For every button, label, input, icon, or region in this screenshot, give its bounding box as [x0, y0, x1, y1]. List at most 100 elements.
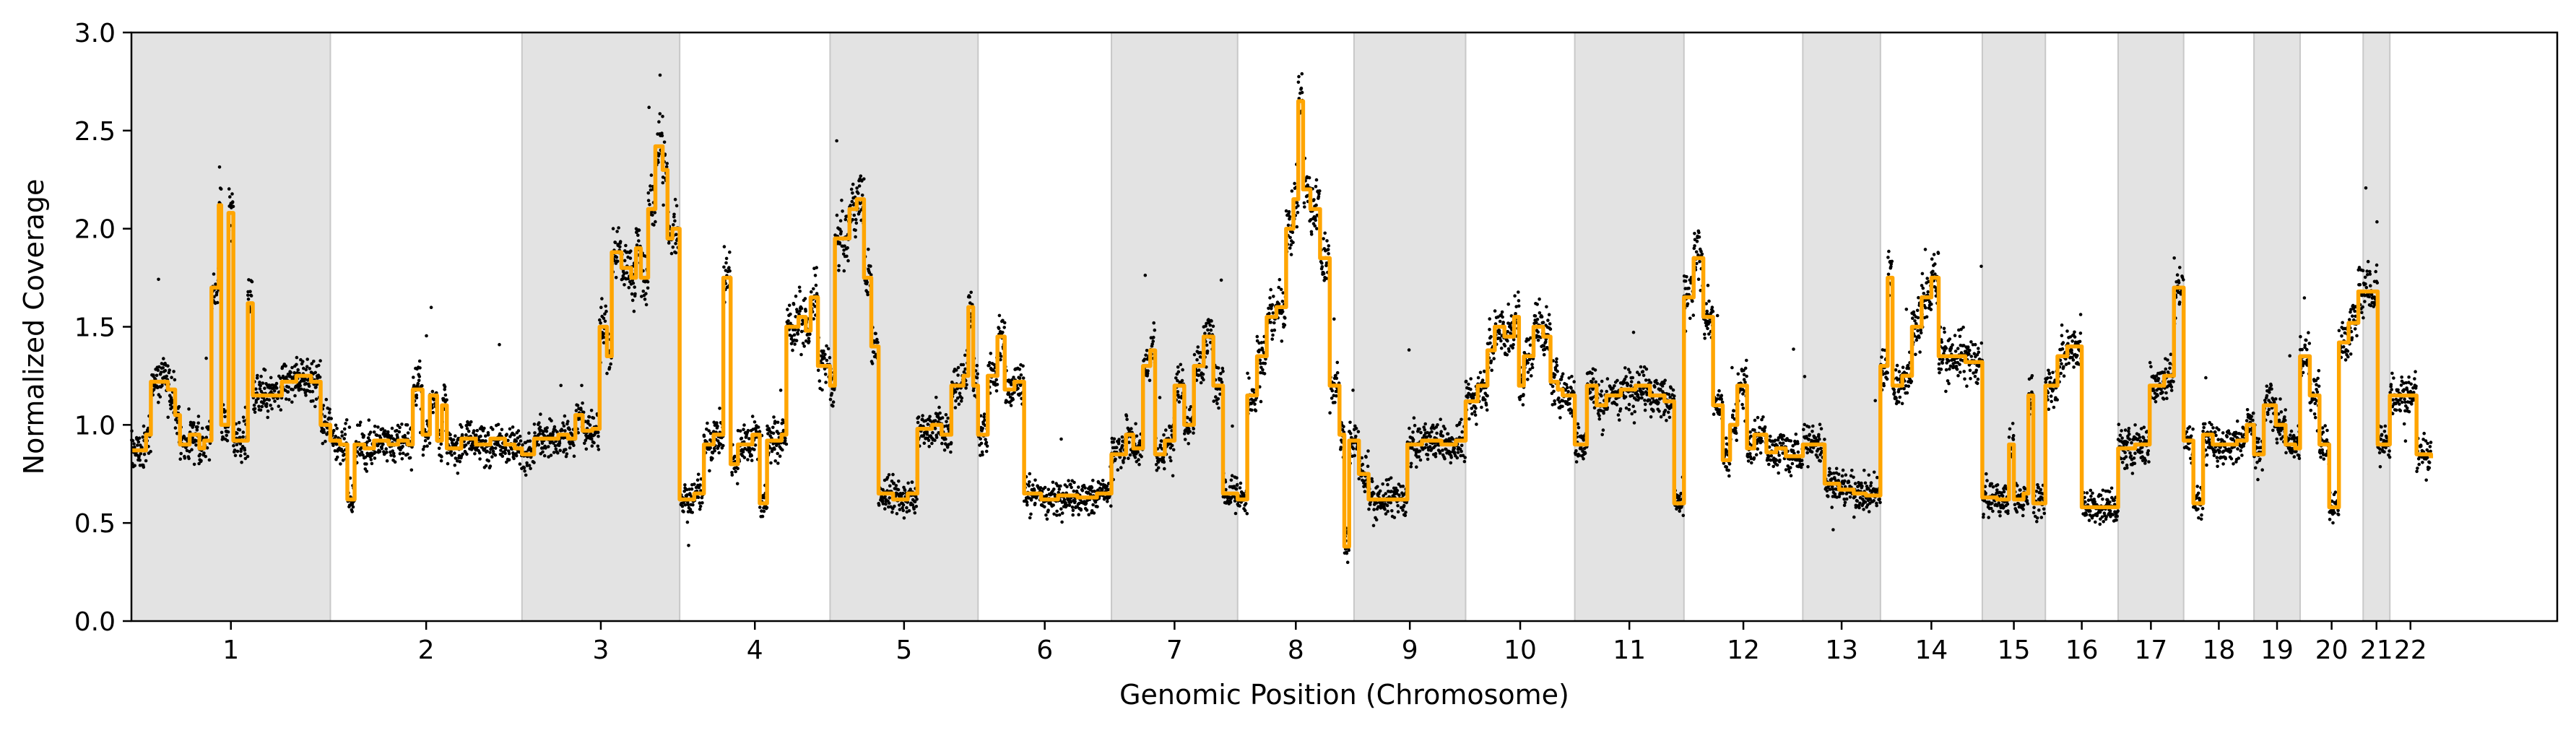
coverage-point [1097, 480, 1101, 485]
coverage-point [1016, 386, 1020, 391]
coverage-point [1092, 511, 1096, 515]
coverage-point [1332, 317, 1336, 321]
coverage-point [992, 368, 995, 372]
coverage-point [1568, 402, 1571, 406]
coverage-point [776, 451, 779, 456]
coverage-point [786, 308, 789, 311]
coverage-point [384, 447, 388, 451]
coverage-point [907, 509, 911, 513]
coverage-point [849, 204, 852, 207]
coverage-point [1618, 418, 1621, 422]
coverage-point [1339, 446, 1343, 449]
coverage-point [1623, 366, 1627, 370]
coverage-point [1314, 218, 1317, 222]
coverage-point [1219, 377, 1223, 381]
coverage-point [1382, 494, 1385, 498]
chromosome-band-13 [1802, 32, 1881, 622]
coverage-point [499, 448, 503, 452]
coverage-point [1460, 449, 1463, 454]
coverage-point [305, 357, 310, 361]
coverage-point [558, 441, 562, 445]
coverage-point [1514, 312, 1517, 316]
coverage-point [1303, 205, 1306, 209]
coverage-point [874, 331, 877, 336]
coverage-point [347, 425, 352, 429]
coverage-point [157, 400, 160, 404]
coverage-point [1348, 420, 1352, 425]
coverage-point [361, 453, 365, 457]
coverage-point [212, 272, 216, 276]
coverage-point [1262, 372, 1267, 376]
coverage-point [1208, 324, 1212, 327]
coverage-point [969, 290, 973, 295]
coverage-point [1050, 492, 1054, 496]
coverage-point [498, 342, 501, 347]
coverage-point [1449, 461, 1453, 465]
coverage-point [301, 360, 305, 363]
coverage-point [1176, 378, 1179, 383]
coverage-point [1697, 230, 1701, 235]
coverage-point [1681, 513, 1686, 518]
coverage-point [1019, 373, 1023, 377]
coverage-point [1105, 485, 1109, 488]
coverage-point [702, 434, 706, 438]
coverage-point [1384, 492, 1387, 495]
coverage-point [884, 502, 888, 506]
coverage-point [1025, 503, 1029, 507]
coverage-point [493, 446, 498, 450]
coverage-point [1602, 411, 1605, 415]
coverage-point [773, 447, 776, 451]
coverage-point [168, 368, 171, 372]
coverage-point [734, 469, 737, 474]
coverage-point [599, 305, 603, 310]
coverage-point [818, 379, 822, 383]
coverage-point [835, 139, 838, 143]
coverage-point [597, 448, 601, 451]
coverage-point [953, 390, 958, 394]
coverage-point [258, 381, 261, 384]
coverage-point [1384, 512, 1388, 516]
coverage-point [776, 432, 781, 435]
coverage-point [1392, 516, 1397, 519]
coverage-point [490, 455, 494, 459]
coverage-point [708, 431, 713, 435]
coverage-point [1552, 389, 1556, 394]
coverage-point [503, 451, 507, 456]
coverage-point [358, 420, 363, 424]
coverage-point [1503, 344, 1507, 348]
coverage-point [1293, 181, 1296, 186]
coverage-point [397, 430, 402, 434]
coverage-point [658, 73, 662, 77]
coverage-point [161, 366, 165, 370]
coverage-point [999, 357, 1002, 362]
coverage-point [445, 451, 449, 455]
coverage-point [561, 421, 565, 425]
coverage-point [1096, 505, 1099, 508]
coverage-point [1444, 448, 1448, 451]
coverage-point [887, 501, 891, 505]
coverage-point [937, 405, 941, 409]
coverage-point [957, 402, 961, 406]
coverage-point [1631, 376, 1635, 380]
coverage-point [1424, 443, 1428, 447]
coverage-point [1150, 342, 1154, 346]
coverage-point [824, 381, 828, 384]
coverage-point [440, 455, 443, 459]
coverage-point [682, 490, 686, 493]
coverage-point [605, 371, 609, 376]
chromosome-band-1 [131, 32, 331, 622]
coverage-point [854, 221, 859, 225]
coverage-point [603, 319, 607, 324]
coverage-point [1069, 482, 1072, 486]
coverage-point [230, 200, 235, 204]
coverage-point [516, 436, 520, 440]
coverage-point [775, 443, 779, 448]
chromosome-band-15 [1981, 32, 2047, 622]
coverage-point [635, 243, 639, 247]
coverage-point [798, 309, 802, 313]
coverage-point [333, 449, 337, 453]
coverage-point [1360, 456, 1363, 460]
coverage-point [1426, 457, 1430, 461]
coverage-point [926, 422, 930, 426]
